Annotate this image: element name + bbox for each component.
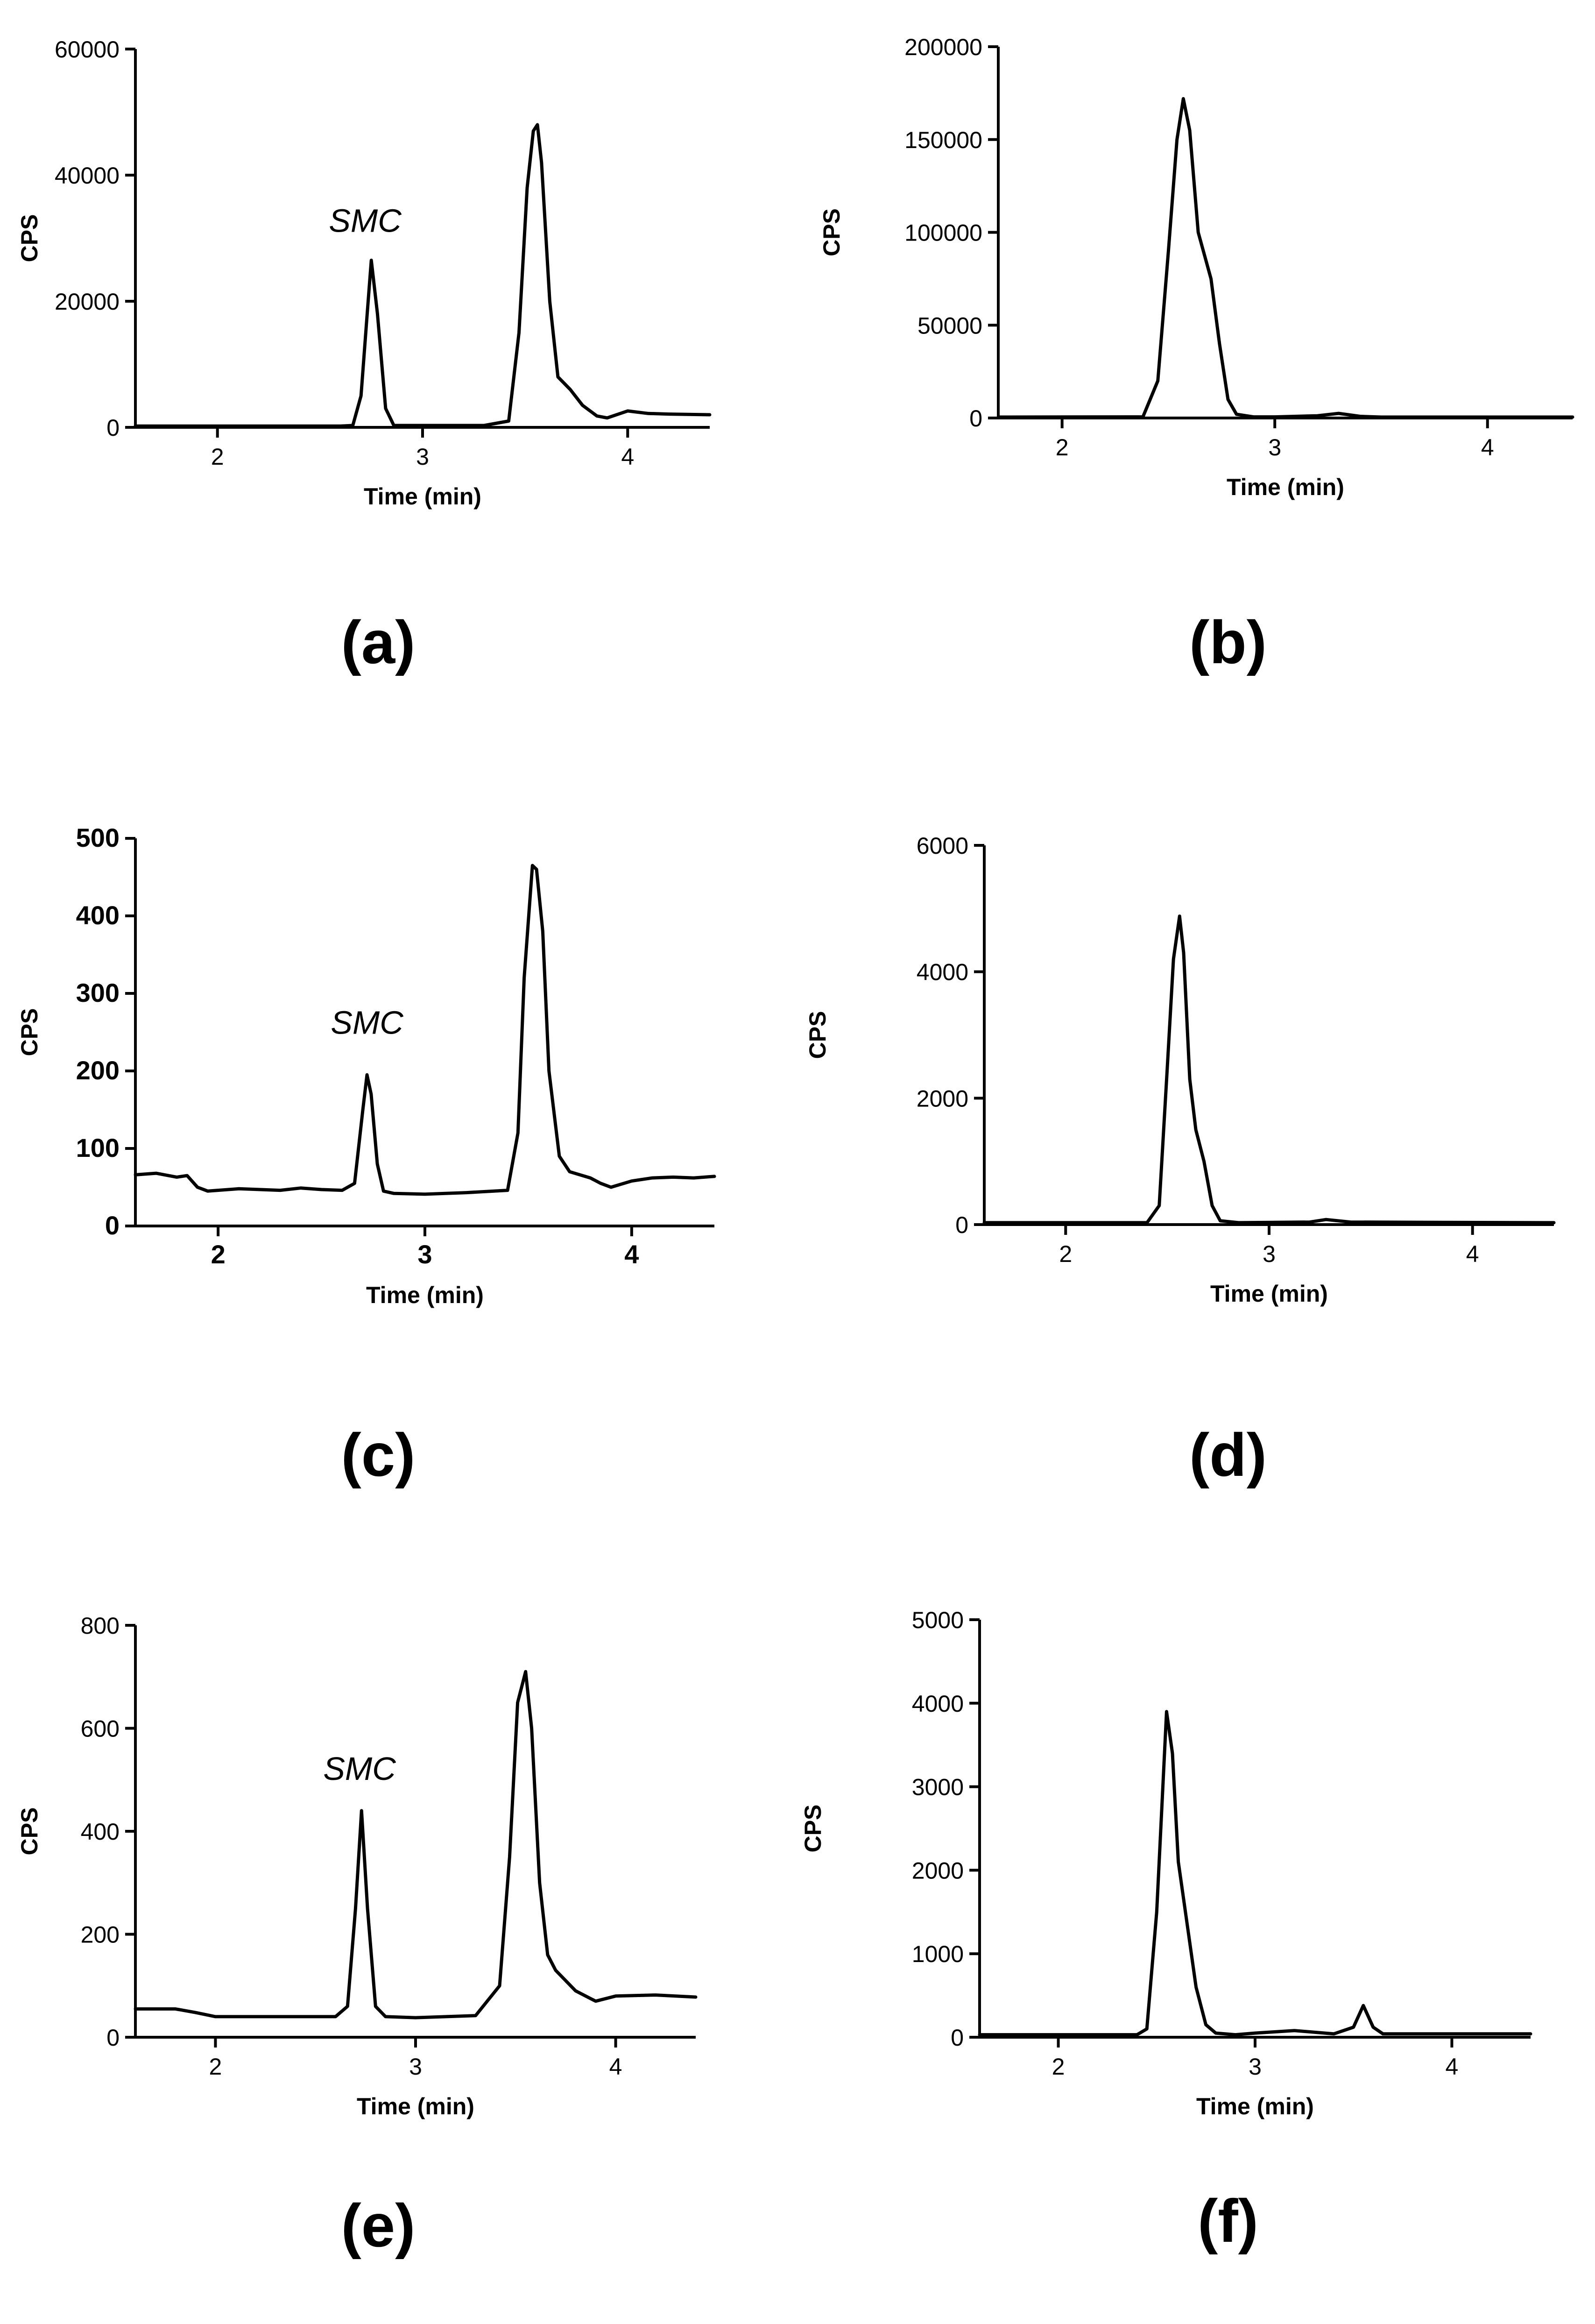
y-axis-label: CPS	[805, 1011, 831, 1059]
x-tick-label: 2	[211, 1240, 226, 1269]
panel-label-b: (b)	[1189, 608, 1267, 676]
x-tick-label: 4	[1446, 2054, 1459, 2080]
y-tick-label: 400	[76, 900, 120, 930]
x-tick-label: 2	[1056, 434, 1069, 461]
y-axis-label: CPS	[800, 1805, 826, 1853]
x-tick-label: 3	[1263, 1241, 1276, 1267]
x-tick-label: 4	[1481, 434, 1494, 461]
panel-label-f: (f)	[1198, 2187, 1258, 2255]
series-line-trace	[978, 1710, 1532, 2037]
y-tick-label: 600	[81, 1716, 120, 1742]
y-tick-label: 4000	[917, 959, 968, 985]
panel-label-e: (e)	[341, 2191, 416, 2260]
y-tick-label: 0	[105, 1211, 120, 1240]
y-axis-label: CPS	[819, 208, 845, 256]
x-tick-label: 2	[209, 2054, 222, 2080]
x-tick-label: 4	[609, 2054, 622, 2080]
y-tick-label: 40000	[55, 163, 120, 189]
x-tick-label: 3	[417, 1240, 432, 1269]
chart-f: 0 1000 2000 3000 4000 5000 2 3 4 Time (min) CPS	[800, 1607, 1532, 2119]
y-tick-label: 200	[76, 1056, 120, 1085]
chart-d: 0 2000 4000 6000 2 3 4 Time (min) CPS	[805, 833, 1556, 1307]
x-axis-label: Time (min)	[1227, 474, 1344, 500]
y-tick-label: 200000	[904, 34, 982, 60]
x-tick-label: 4	[621, 444, 634, 470]
y-tick-label: 60000	[55, 36, 120, 63]
y-tick-label: 2000	[917, 1085, 968, 1112]
y-axis-label: CPS	[16, 214, 42, 262]
x-axis-label: Time (min)	[357, 2093, 474, 2119]
y-tick-label: 3000	[912, 1774, 964, 1800]
x-tick-label: 3	[1268, 434, 1281, 461]
y-tick-label: 6000	[917, 833, 968, 859]
y-tick-label: 1000	[912, 1941, 964, 1967]
y-tick-label: 500	[76, 823, 120, 852]
chart-e: 0 200 400 600 800 2 3 4 Time (min) CPS SMC	[16, 1613, 698, 2119]
y-tick-label: 0	[106, 2025, 120, 2051]
panel-label-a: (a)	[341, 608, 416, 676]
series-line-trace	[996, 97, 1574, 419]
x-tick-label: 3	[409, 2054, 422, 2080]
y-tick-label: 0	[106, 415, 120, 441]
y-tick-label: 100	[76, 1133, 120, 1162]
y-tick-label: 300	[76, 978, 120, 1007]
y-tick-label: 20000	[55, 289, 120, 315]
y-tick-label: 5000	[912, 1607, 964, 1633]
chart-c: 0 100 200 300 400 500 2 3 4 Time (min) CPS SMC	[16, 823, 716, 1308]
annotation-smc: SMC	[323, 1750, 396, 1787]
panel-label-d: (d)	[1189, 1421, 1267, 1489]
y-tick-label: 400	[81, 1819, 120, 1845]
series-line-trace	[134, 1670, 698, 2019]
series-line-trace	[134, 864, 716, 1196]
series-line-trace	[134, 123, 712, 428]
x-tick-label: 2	[211, 444, 224, 470]
chart-b: 0 50000 100000 150000 200000 2 3 4 Time (min) CPS	[819, 34, 1574, 500]
annotation-smc: SMC	[329, 203, 402, 239]
y-tick-label: 150000	[904, 127, 982, 153]
panel-label-c: (c)	[341, 1421, 416, 1489]
x-axis-label: Time (min)	[1210, 1281, 1328, 1307]
y-tick-label: 2000	[912, 1857, 964, 1884]
annotation-smc: SMC	[331, 1004, 403, 1041]
x-axis-label: Time (min)	[364, 483, 481, 510]
x-axis-label: Time (min)	[1196, 2093, 1314, 2119]
y-tick-label: 100000	[904, 220, 982, 246]
y-axis-label: CPS	[16, 1008, 42, 1056]
x-tick-label: 2	[1059, 1241, 1072, 1267]
y-tick-label: 50000	[917, 312, 982, 339]
y-axis-label: CPS	[16, 1807, 42, 1856]
y-tick-label: 800	[81, 1613, 120, 1639]
y-tick-label: 0	[951, 2025, 964, 2051]
x-tick-label: 4	[1466, 1241, 1479, 1267]
y-tick-label: 4000	[912, 1691, 964, 1717]
y-tick-label: 0	[969, 405, 982, 432]
y-tick-label: 200	[81, 1922, 120, 1948]
x-tick-label: 3	[1249, 2054, 1262, 2080]
x-tick-label: 2	[1052, 2054, 1065, 2080]
x-tick-label: 4	[624, 1240, 639, 1269]
x-tick-label: 3	[416, 444, 429, 470]
chart-a: 0 20000 40000 60000 2 3 4 Time (min) CPS SMC	[16, 36, 712, 510]
y-tick-label: 0	[955, 1212, 968, 1238]
series-line-trace	[982, 914, 1556, 1225]
x-axis-label: Time (min)	[366, 1282, 484, 1308]
